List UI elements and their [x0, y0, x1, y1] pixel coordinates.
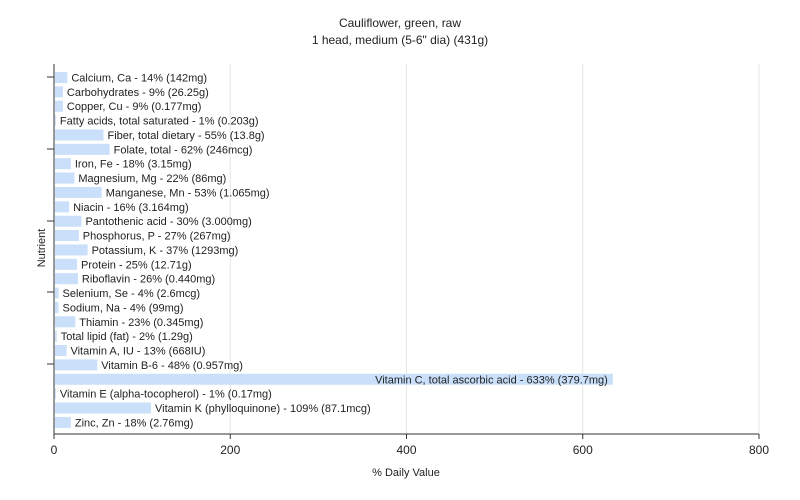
bar-label: Pantothenic acid - 30% (3.000mg)	[85, 216, 251, 228]
bar	[55, 143, 110, 155]
bar-label: Vitamin E (alpha-tocopherol) - 1% (0.17m…	[60, 389, 272, 401]
x-tick-label: 200	[220, 443, 240, 457]
bar	[55, 416, 71, 428]
bar-label: Riboflavin - 26% (0.440mg)	[82, 274, 215, 286]
grid-lines	[229, 64, 760, 434]
bar	[55, 158, 71, 170]
bar	[55, 373, 613, 385]
bar-label: Total lipid (fat) - 2% (1.29g)	[61, 331, 193, 343]
bar	[55, 72, 68, 83]
bar-label: Selenium, Se - 4% (2.6mcg)	[63, 288, 201, 300]
bar-label: Potassium, K - 37% (1293mg)	[92, 245, 239, 257]
bar	[55, 244, 88, 256]
x-axis-label: % Daily Value	[372, 467, 440, 479]
chart-subtitle: 1 head, medium (5-6" dia) (431g)	[311, 33, 489, 47]
bar-label: Fatty acids, total saturated - 1% (0.203…	[60, 116, 259, 128]
bar	[55, 316, 76, 328]
bar	[55, 100, 63, 112]
bar-label: Thiamin - 23% (0.345mg)	[79, 317, 203, 329]
bar-label: Sodium, Na - 4% (99mg)	[63, 302, 184, 314]
bar	[55, 273, 78, 285]
bar-label: Magnesium, Mg - 22% (86mg)	[78, 173, 226, 185]
bar-label: Vitamin C, total ascorbic acid - 633% (3…	[375, 374, 608, 386]
bar-label: Calcium, Ca - 14% (142mg)	[71, 73, 207, 85]
bar-label: Vitamin B-6 - 48% (0.957mg)	[101, 360, 243, 372]
bars: Calcium, Ca - 14% (142mg) Carbohydrates -…	[55, 72, 613, 429]
bar	[55, 186, 102, 198]
bar-label: Protein - 25% (12.71g)	[81, 259, 192, 271]
bar	[55, 115, 56, 127]
bar	[55, 230, 79, 242]
bar	[55, 402, 152, 414]
bar	[55, 287, 59, 299]
bar	[55, 215, 82, 227]
bar	[55, 129, 104, 141]
x-tick-label: 0	[51, 443, 58, 457]
bar	[55, 172, 75, 184]
bar-label: Manganese, Mn - 53% (1.065mg)	[106, 187, 270, 199]
x-tick-label: 600	[573, 443, 593, 457]
bar-label: Folate, total - 62% (246mcg)	[114, 144, 253, 156]
bar-label: Copper, Cu - 9% (0.177mg)	[67, 101, 202, 113]
bar-label: Vitamin K (phylloquinone) - 109% (87.1mc…	[155, 403, 371, 415]
bar	[55, 301, 59, 313]
bar	[55, 86, 63, 98]
axes: 0 200 400 600 800	[47, 64, 769, 457]
bar	[55, 345, 67, 357]
x-tick-label: 800	[749, 443, 769, 457]
bar	[55, 359, 98, 371]
bar-label: Carbohydrates - 9% (26.25g)	[67, 87, 209, 99]
y-axis-label: Nutrient	[36, 229, 48, 268]
bar-label: Vitamin A, IU - 13% (668IU)	[70, 346, 205, 358]
chart-title: Cauliflower, green, raw	[338, 16, 462, 30]
bar-label: Niacin - 16% (3.164mg)	[73, 202, 189, 214]
bar	[55, 201, 70, 213]
bar-label: Phosphorus, P - 27% (267mg)	[83, 231, 231, 243]
bar-label: Zinc, Zn - 18% (2.76mg)	[75, 417, 194, 429]
bar-label: Fiber, total dietary - 55% (13.8g)	[107, 130, 264, 142]
bar	[55, 388, 56, 400]
bar	[55, 330, 57, 342]
x-tick-label: 400	[396, 443, 416, 457]
bar	[55, 258, 78, 270]
bar-label: Iron, Fe - 18% (3.15mg)	[75, 159, 192, 171]
